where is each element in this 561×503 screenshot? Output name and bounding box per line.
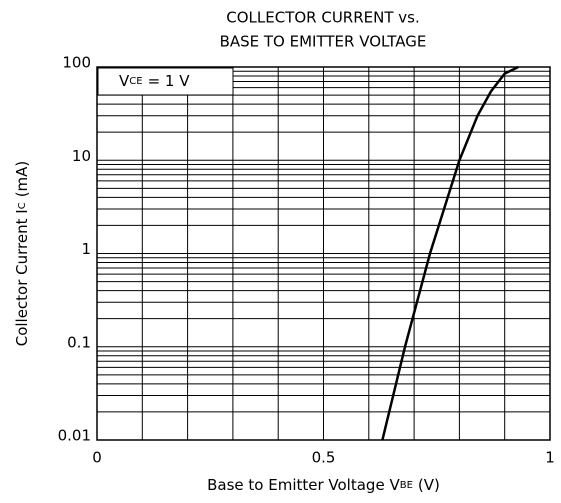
y-axis-label: Collector Current IC (mA) bbox=[13, 161, 31, 347]
y-tick-label: 100 bbox=[62, 54, 91, 72]
annotation-box bbox=[97, 67, 234, 96]
x-tick-label: 0.5 bbox=[312, 449, 336, 467]
x-tick-label: 1 bbox=[545, 449, 555, 467]
y-axis-label-sub: C bbox=[17, 202, 28, 209]
annotation-sub: CE bbox=[129, 76, 142, 87]
plot-frame bbox=[96, 66, 551, 441]
x-axis-label: Base to Emitter Voltage VBE (V) bbox=[207, 476, 440, 494]
y-tick-label: 0.1 bbox=[67, 333, 91, 351]
y-axis-label-after: (mA) bbox=[13, 161, 31, 198]
y-tick-label: 0.01 bbox=[58, 427, 91, 445]
x-axis-label-text: Base to Emitter Voltage V bbox=[207, 476, 400, 494]
chart-title: COLLECTOR CURRENT vs. bbox=[226, 9, 420, 27]
y-tick-label: 1 bbox=[81, 240, 91, 258]
data-line bbox=[381, 65, 519, 441]
y-axis-label-text: Collector Current I bbox=[13, 209, 31, 346]
chart-title: BASE TO EMITTER VOLTAGE bbox=[220, 33, 427, 51]
annotation-text: V bbox=[119, 72, 130, 90]
x-tick-label: 0 bbox=[92, 449, 102, 467]
annotation: VCE = 1 V bbox=[119, 72, 190, 90]
annotation-after: = 1 V bbox=[148, 72, 191, 90]
x-axis-label-after: (V) bbox=[418, 476, 440, 494]
y-tick-label: 10 bbox=[72, 147, 91, 165]
x-axis-label-sub: BE bbox=[400, 480, 413, 491]
